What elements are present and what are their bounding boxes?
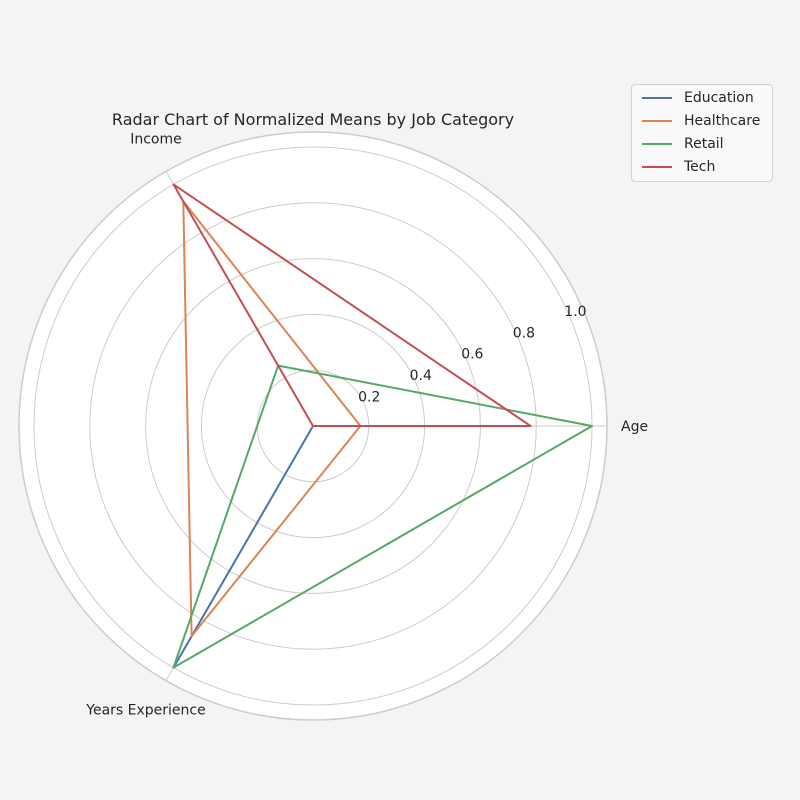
legend-item-tech: Tech xyxy=(642,157,715,177)
r-tick-label: 0.4 xyxy=(410,368,432,384)
series-retail xyxy=(172,364,593,669)
legend-swatch xyxy=(642,143,672,145)
series-tech xyxy=(172,183,532,427)
legend: Education Healthcare Retail Tech xyxy=(631,84,773,182)
legend-swatch xyxy=(642,120,672,122)
axis-label: Years Experience xyxy=(85,703,205,719)
legend-label: Education xyxy=(684,90,754,106)
series-lines xyxy=(172,183,593,669)
r-tick-label: 0.2 xyxy=(358,389,380,405)
legend-swatch xyxy=(642,97,672,99)
legend-item-retail: Retail xyxy=(642,134,724,154)
labels: 0.2 0.4 0.6 0.8 1.0 Age Income Years Experience xyxy=(85,131,648,718)
axis-label: Income xyxy=(130,131,182,147)
legend-label: Tech xyxy=(684,159,716,175)
r-tick-label: 0.6 xyxy=(461,347,483,363)
series-healthcare xyxy=(182,200,362,638)
r-tick-label: 0.8 xyxy=(513,325,535,341)
legend-item-healthcare: Healthcare xyxy=(642,111,760,131)
legend-label: Retail xyxy=(684,136,724,152)
legend-swatch xyxy=(642,166,672,168)
axis-label: Age xyxy=(621,419,648,435)
chart-title: Radar Chart of Normalized Means by Job C… xyxy=(112,110,514,129)
legend-label: Healthcare xyxy=(684,113,761,129)
legend-item-education: Education xyxy=(642,88,754,108)
r-tick-label: 1.0 xyxy=(564,304,586,320)
